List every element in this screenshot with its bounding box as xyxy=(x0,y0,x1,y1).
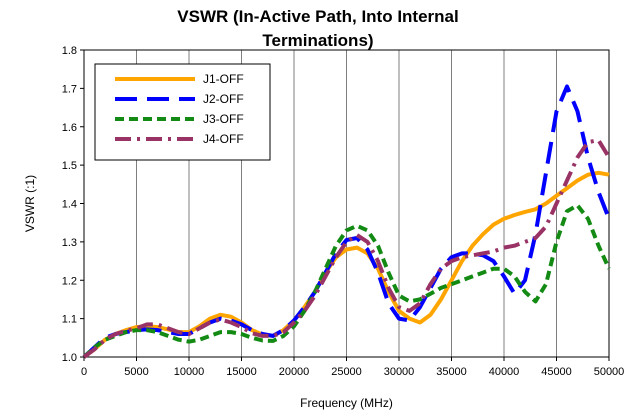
chart-title-line-1: VSWR (In-Active Path, Into Internal xyxy=(177,7,458,26)
y-tick-label: 1.8 xyxy=(62,45,77,57)
x-tick-label: 5000 xyxy=(124,366,148,378)
x-tick-label: 45000 xyxy=(541,366,572,378)
x-tick-label: 50000 xyxy=(594,366,625,378)
legend-label-j1-off: J1-OFF xyxy=(203,72,244,86)
legend-label-j4-off: J4-OFF xyxy=(203,132,244,146)
x-tick-label: 35000 xyxy=(436,366,467,378)
y-tick-label: 1.3 xyxy=(62,237,77,249)
x-axis-label: Frequency (MHz) xyxy=(300,396,393,410)
y-tick-label: 1.1 xyxy=(62,314,77,326)
y-tick-label: 1.5 xyxy=(62,160,77,172)
y-tick-label: 1.0 xyxy=(62,352,77,364)
x-tick-label: 30000 xyxy=(384,366,415,378)
x-tick-label: 20000 xyxy=(279,366,310,378)
x-tick-label: 10000 xyxy=(174,366,205,378)
y-axis-label: VSWR (:1) xyxy=(23,175,37,232)
x-tick-label: 0 xyxy=(81,366,87,378)
legend: J1-OFF J2-OFF J3-OFF J4-OFF xyxy=(94,63,271,161)
legend-label-j3-off: J3-OFF xyxy=(203,112,244,126)
y-tick-label: 1.4 xyxy=(62,199,77,211)
y-tick-label: 1.2 xyxy=(62,275,77,287)
x-tick-label: 25000 xyxy=(331,366,362,378)
series-layer xyxy=(82,84,611,359)
legend-label-j2-off: J2-OFF xyxy=(203,92,244,106)
x-tick-label: 40000 xyxy=(489,366,520,378)
y-tick-label: 1.7 xyxy=(62,83,77,95)
chart-title-line-2: Terminations) xyxy=(262,31,373,50)
series-line-j2-off xyxy=(82,84,611,359)
y-tick-label: 1.6 xyxy=(62,122,77,134)
series-line-j3-off xyxy=(82,203,611,359)
series-line-j4-off xyxy=(82,138,611,359)
axis-ticks: 0 5000 10000 15000 20000 25000 30000 35000 40000… xyxy=(62,45,625,378)
x-tick-label: 15000 xyxy=(226,366,257,378)
